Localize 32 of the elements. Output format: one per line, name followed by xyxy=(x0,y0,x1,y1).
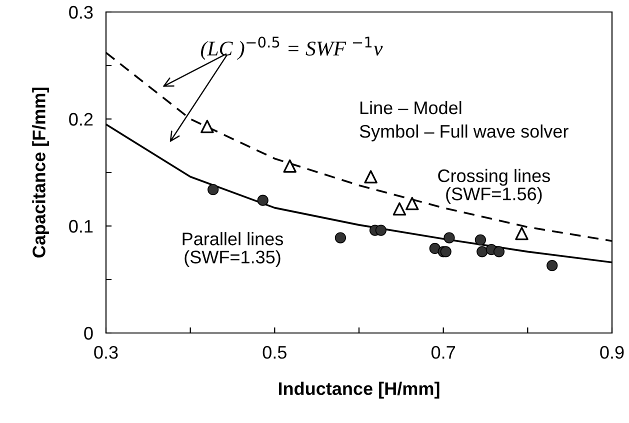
annotation: Symbol – Full wave solver xyxy=(360,124,568,142)
point xyxy=(283,159,296,173)
annotation: (LC )$^{−0.5}$ = SWF $^{−1}$v xyxy=(201,36,383,60)
point xyxy=(444,232,455,244)
x-tick-label: 0.7 xyxy=(431,346,455,359)
point xyxy=(375,224,386,236)
point xyxy=(476,246,488,258)
y-tick-label: 0.2 xyxy=(69,112,93,126)
point xyxy=(493,246,505,258)
y-tick-label: 0.3 xyxy=(69,6,93,19)
point xyxy=(546,260,558,272)
point xyxy=(334,232,346,244)
annotation: Crossing lines (SWF=1.56) xyxy=(438,168,550,204)
y-tick-label: 0.1 xyxy=(69,220,93,233)
point xyxy=(474,234,486,246)
x-tick-label: 0.5 xyxy=(262,346,286,359)
point xyxy=(429,242,440,254)
point xyxy=(257,194,268,206)
point xyxy=(392,202,406,216)
point xyxy=(200,120,214,134)
y-tick-label: 0 xyxy=(84,326,93,340)
x-tick-label: 0.3 xyxy=(94,346,118,359)
point xyxy=(208,184,219,196)
point xyxy=(364,170,378,184)
point xyxy=(405,196,419,210)
annotation: Parallel lines (SWF=1.35) xyxy=(182,232,284,268)
point xyxy=(440,246,452,258)
x-tick-label: 0.9 xyxy=(600,346,624,359)
point xyxy=(515,226,528,240)
annotation: Line – Model xyxy=(360,100,462,114)
y-axis-title: Capacitance [F/mm] xyxy=(32,88,49,258)
x-axis-title: Inductance [H/mm] xyxy=(278,382,440,399)
